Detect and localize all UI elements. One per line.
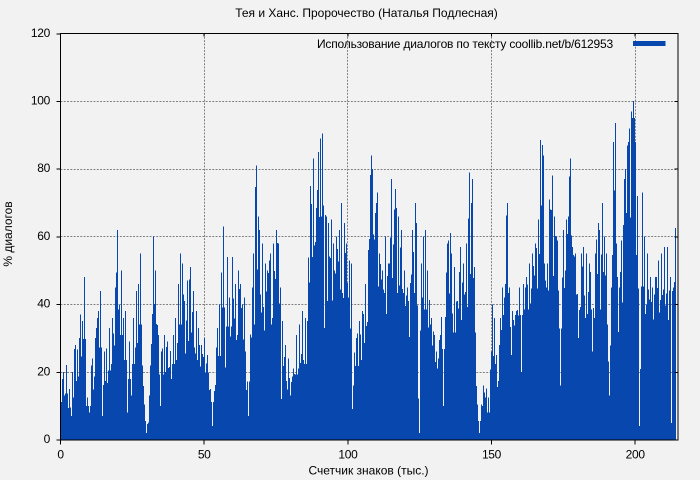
svg-text:50: 50	[198, 448, 211, 462]
svg-text:100: 100	[31, 94, 51, 108]
svg-text:% диалогов: % диалогов	[1, 201, 15, 266]
svg-text:80: 80	[37, 161, 50, 175]
svg-text:Использование диалогов по текс: Использование диалогов по тексту coollib…	[317, 37, 614, 51]
svg-text:40: 40	[37, 297, 50, 311]
svg-text:120: 120	[31, 26, 51, 40]
svg-text:Тея и Ханс. Пророчество (Натал: Тея и Ханс. Пророчество (Наталья Подлесн…	[235, 6, 498, 20]
svg-text:200: 200	[626, 448, 646, 462]
svg-text:0: 0	[57, 448, 64, 462]
svg-text:100: 100	[338, 448, 358, 462]
svg-text:150: 150	[482, 448, 502, 462]
svg-text:Счетчик знаков (тыс.): Счетчик знаков (тыс.)	[308, 464, 428, 478]
svg-text:0: 0	[44, 432, 51, 446]
svg-text:20: 20	[37, 364, 50, 378]
svg-text:60: 60	[37, 229, 50, 243]
